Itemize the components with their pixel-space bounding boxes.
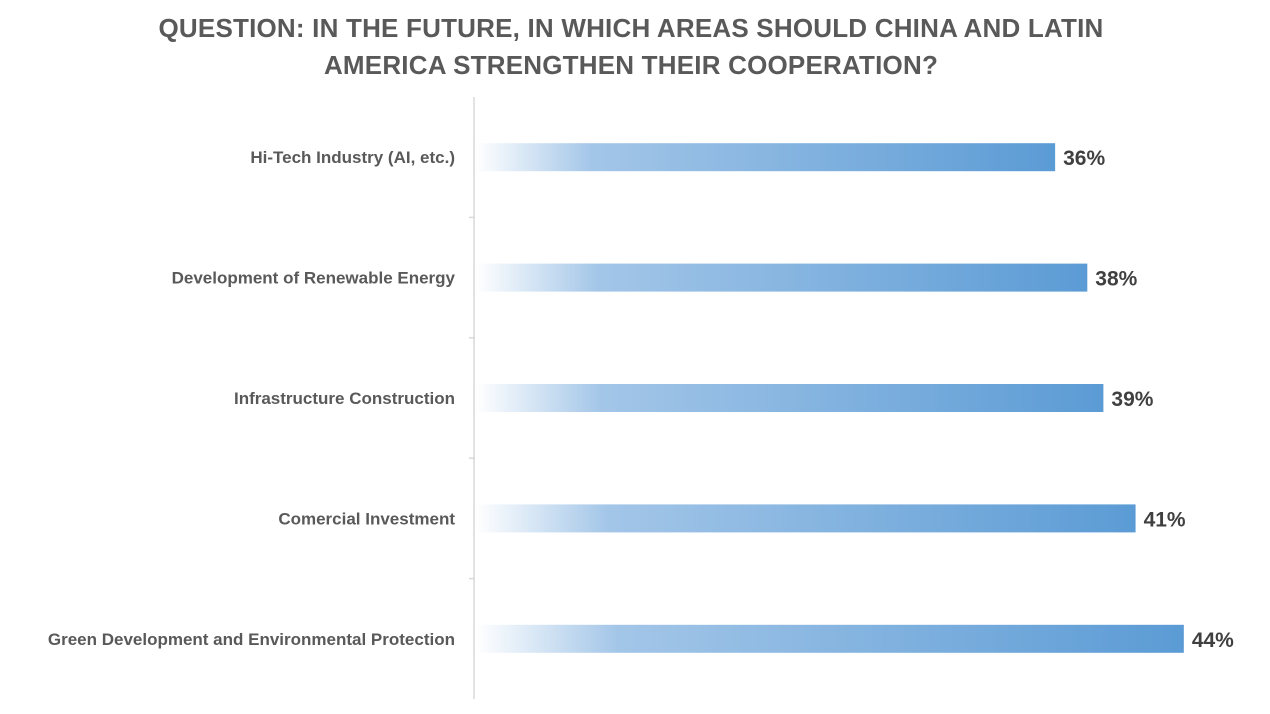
bar <box>476 263 1088 292</box>
data-label: 39% <box>1111 388 1153 411</box>
category-label: Comercial Investment <box>278 509 455 528</box>
category-label: Infrastructure Construction <box>234 389 455 408</box>
data-label: 44% <box>1192 629 1234 652</box>
category-label: Hi-Tech Industry (AI, etc.) <box>250 148 455 167</box>
bar <box>476 384 1104 412</box>
data-label: 38% <box>1095 268 1137 291</box>
data-label: 36% <box>1063 147 1105 170</box>
category-label: Green Development and Environmental Prot… <box>48 630 455 649</box>
bar <box>476 624 1184 653</box>
category-axis-ticks <box>469 216 475 580</box>
data-label: 41% <box>1144 508 1186 531</box>
chart-title-line-1: QUESTION: IN THE FUTURE, IN WHICH AREAS … <box>158 13 1104 43</box>
bar <box>476 143 1056 172</box>
bar <box>476 504 1136 533</box>
chart-title-line-2: AMERICA STRENGTHEN THEIR COOPERATION? <box>323 50 939 80</box>
chart-title: QUESTION: IN THE FUTURE, IN WHICH AREAS … <box>0 10 1262 84</box>
category-label: Development of Renewable Energy <box>172 269 456 288</box>
bar-group: Hi-Tech Industry (AI, etc.) 36% Developmen… <box>48 143 1234 653</box>
